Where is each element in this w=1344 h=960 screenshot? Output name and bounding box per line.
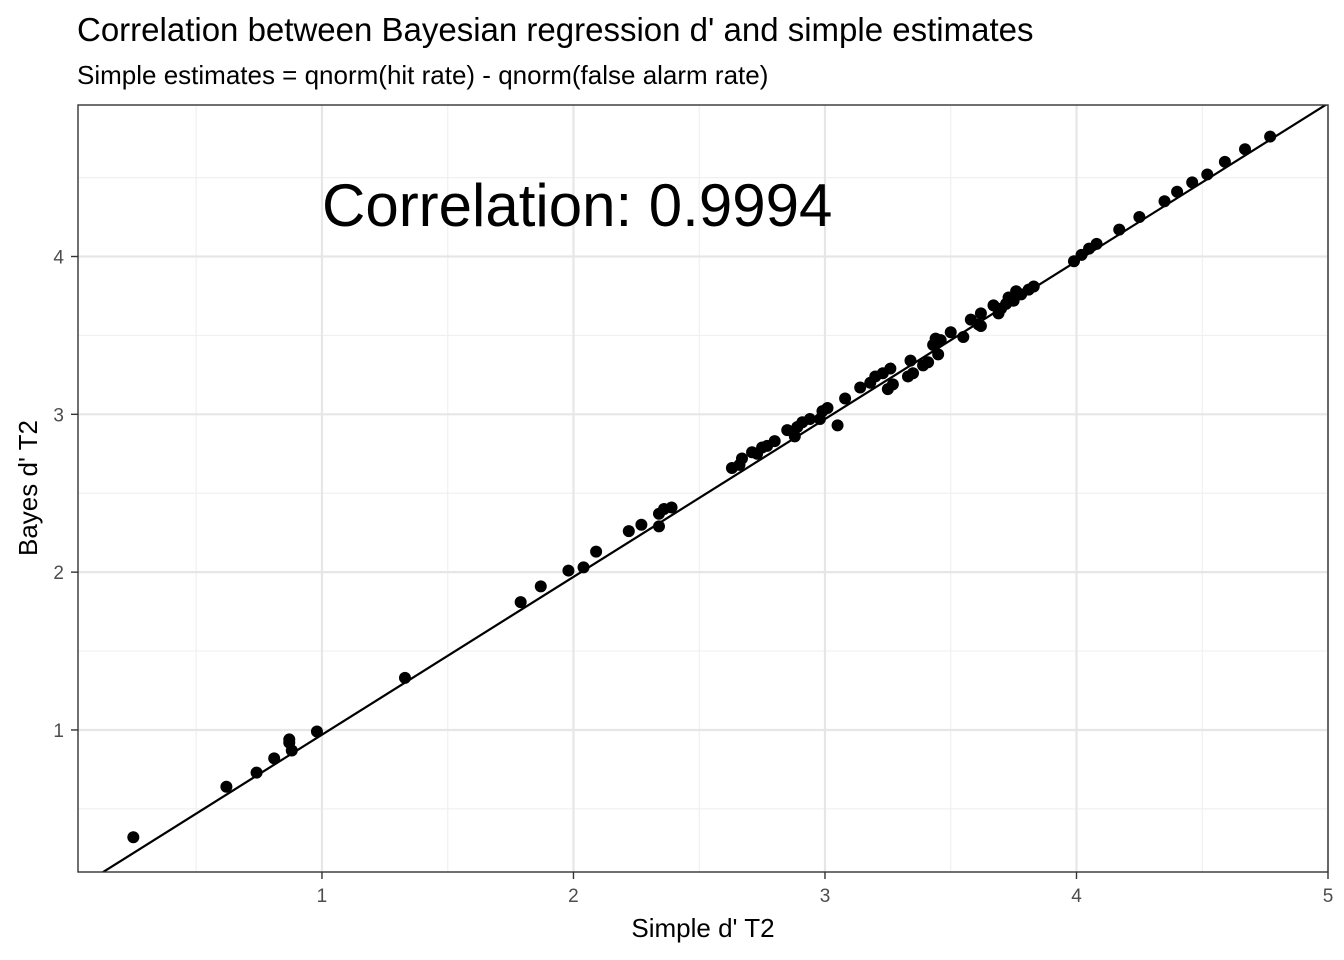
data-point <box>788 430 801 443</box>
fit-line <box>101 105 1328 872</box>
fit-line-layer <box>101 105 1328 872</box>
data-point <box>1264 130 1277 143</box>
y-axis: 1 2 3 4 <box>53 248 78 742</box>
data-point <box>957 330 970 343</box>
chart-subtitle: Simple estimates = qnorm(hit rate) - qno… <box>77 60 769 90</box>
data-point <box>1201 168 1214 181</box>
data-point <box>1133 211 1146 224</box>
minor-gridlines <box>78 105 1328 872</box>
panel-border <box>77 104 1329 873</box>
data-point <box>831 419 844 432</box>
data-point <box>622 525 635 538</box>
data-point <box>922 356 935 369</box>
x-tick-label: 1 <box>317 886 328 907</box>
data-point <box>283 733 296 746</box>
data-point <box>884 362 897 375</box>
data-point <box>310 725 323 738</box>
x-tick-label: 3 <box>820 886 831 907</box>
data-point <box>1218 155 1231 168</box>
data-point <box>577 561 590 574</box>
data-point <box>665 501 678 514</box>
data-point <box>1186 176 1199 189</box>
data-point <box>1239 143 1252 156</box>
y-tick-label: 3 <box>53 405 64 426</box>
data-point <box>534 580 547 593</box>
x-tick-label: 4 <box>1071 886 1082 907</box>
correlation-annotation: Correlation: 0.9994 <box>322 172 832 239</box>
x-axis: 1 2 3 4 5 <box>317 872 1334 907</box>
data-point <box>886 378 899 391</box>
data-point <box>1171 185 1184 198</box>
data-point <box>934 334 947 347</box>
data-point <box>285 744 298 757</box>
data-point <box>904 354 917 367</box>
data-point <box>854 381 867 394</box>
y-tick-label: 1 <box>53 721 64 742</box>
data-point <box>974 319 987 332</box>
data-point <box>735 452 748 465</box>
data-point <box>562 564 575 577</box>
data-point <box>127 831 140 844</box>
data-point <box>1090 237 1103 250</box>
data-point <box>590 545 603 558</box>
data-point <box>974 307 987 320</box>
data-point <box>821 402 834 415</box>
data-point <box>803 413 816 426</box>
data-point <box>1027 280 1040 293</box>
data-point <box>514 596 527 609</box>
chart-title: Correlation between Bayesian regression … <box>77 11 1034 48</box>
data-point <box>839 392 852 405</box>
data-point <box>1113 223 1126 236</box>
y-axis-label: Bayes d' T2 <box>13 420 43 556</box>
y-tick-label: 2 <box>53 563 64 584</box>
x-tick-label: 2 <box>568 886 579 907</box>
data-point <box>220 780 233 793</box>
data-point <box>1158 195 1171 208</box>
x-tick-label: 5 <box>1323 886 1334 907</box>
data-point <box>250 766 263 779</box>
data-point <box>944 326 957 339</box>
data-point <box>907 367 920 380</box>
data-points <box>127 130 1277 844</box>
y-tick-label: 4 <box>53 248 64 269</box>
data-point <box>635 518 648 531</box>
data-point <box>268 752 281 765</box>
data-point <box>652 520 665 533</box>
x-axis-label: Simple d' T2 <box>631 913 774 943</box>
data-point <box>768 435 781 448</box>
data-point <box>932 348 945 361</box>
data-point <box>398 671 411 684</box>
